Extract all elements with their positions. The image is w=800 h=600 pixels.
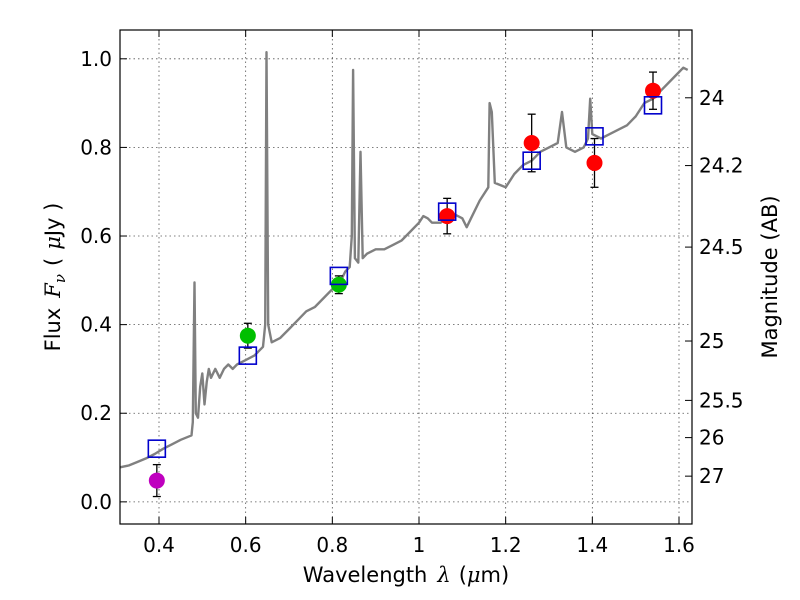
- observed-points-layer: [148, 82, 661, 489]
- x-tick-label: 1.4: [576, 533, 608, 557]
- observed-point: [586, 154, 603, 171]
- y-axis-unit-open: (: [41, 258, 65, 266]
- observed-point: [645, 82, 661, 99]
- model-point: [522, 151, 541, 170]
- mag-tick-label: 26: [699, 426, 724, 450]
- errorbar-layer: [152, 71, 657, 498]
- y-axis-label: Flux Fν ( μJy ): [41, 203, 69, 352]
- x-axis-unit-open: (: [459, 563, 467, 587]
- mag-tick-label: 24.2: [699, 154, 744, 178]
- y-axis-label-symbol: F: [41, 282, 65, 299]
- model-point: [585, 127, 604, 146]
- x-tick-label: 0.4: [143, 533, 175, 557]
- mag-tick-label: 25: [699, 329, 724, 353]
- observed-point: [439, 208, 456, 225]
- x-tick-label: 1.6: [663, 533, 695, 557]
- y-tick-label: 1.0: [80, 47, 112, 71]
- observed-point: [148, 472, 165, 489]
- spectrum-line: [119, 51, 689, 469]
- x-axis-label: Wavelength λ (μm): [303, 563, 509, 587]
- mag-tick-label: 24: [699, 86, 724, 110]
- y-tick-label: 0.6: [80, 224, 112, 248]
- observed-point: [523, 134, 540, 151]
- mag-tick-label: 24.5: [699, 235, 744, 259]
- observed-point: [239, 327, 256, 344]
- mag-tick-label: 27: [699, 464, 724, 488]
- model-point: [147, 439, 167, 458]
- y-tick-label: 0.4: [80, 313, 112, 337]
- x-axis-unit-rest: m): [481, 563, 510, 587]
- x-axis-label-text: Wavelength: [303, 563, 428, 587]
- x-tick-label: 0.8: [316, 533, 348, 557]
- x-tick-label: 1: [413, 533, 426, 557]
- mag-tick-label: 25.5: [699, 388, 744, 412]
- x-tick-label: 1.2: [490, 533, 522, 557]
- y-tick-label: 0.8: [80, 135, 112, 159]
- grid-lines: [120, 30, 692, 524]
- y2-axis-label: Magnitude (AB): [758, 195, 782, 358]
- model-points-layer: [147, 96, 663, 458]
- tick-labels: 0.4 0.6 0.8 1 1.2 1.4 1.6 0.0 0.2 0.4 0.6 0.8 1.0 24 2…: [80, 47, 743, 557]
- model-point: [643, 96, 663, 115]
- model-point: [238, 346, 258, 365]
- y-axis-label-text: Flux: [41, 308, 65, 352]
- y-tick-label: 0.0: [80, 490, 112, 514]
- y-axis-label-sub: ν: [51, 274, 69, 283]
- y-axis-unit-mu: μ: [41, 236, 65, 250]
- x-axis-unit-mu: μ: [467, 563, 481, 587]
- spectrum-layer: [119, 51, 689, 469]
- y-axis-unit-rest: Jy ): [41, 203, 65, 239]
- y-tick-label: 0.2: [80, 401, 112, 425]
- x-tick-label: 0.6: [230, 533, 262, 557]
- model-point: [329, 266, 349, 286]
- plot-frame: [119, 29, 693, 525]
- model-point: [437, 202, 457, 221]
- axis-ticks: [120, 30, 692, 524]
- x-axis-label-symbol: λ: [436, 563, 450, 587]
